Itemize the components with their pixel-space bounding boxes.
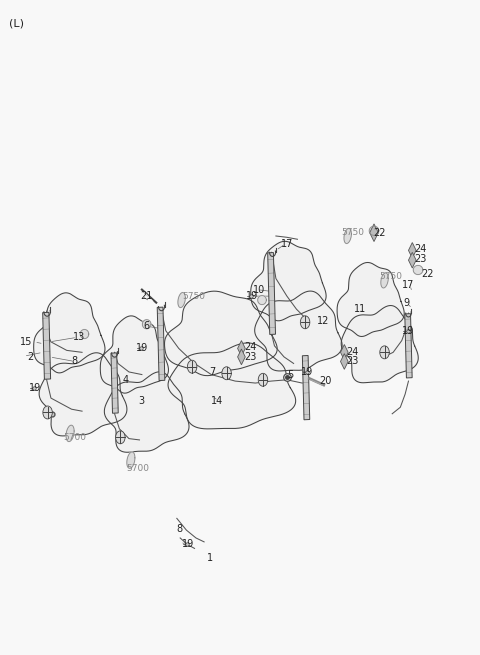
Text: 21: 21: [141, 291, 153, 301]
Polygon shape: [104, 372, 189, 452]
Text: 6: 6: [144, 321, 149, 331]
Polygon shape: [111, 353, 118, 413]
Polygon shape: [127, 452, 135, 468]
Text: 20: 20: [319, 376, 331, 386]
Polygon shape: [238, 341, 245, 356]
Text: 14: 14: [211, 396, 224, 405]
Text: 5750: 5750: [341, 228, 364, 237]
Text: 17: 17: [402, 280, 414, 290]
Polygon shape: [370, 224, 378, 242]
Polygon shape: [100, 316, 168, 393]
Polygon shape: [157, 307, 165, 381]
Text: 7: 7: [209, 367, 215, 377]
Polygon shape: [340, 345, 348, 360]
Text: 5700: 5700: [126, 464, 149, 472]
Text: 19: 19: [136, 343, 148, 354]
Circle shape: [300, 316, 310, 329]
Text: 3: 3: [139, 396, 144, 405]
Polygon shape: [381, 273, 388, 288]
Text: 5: 5: [287, 369, 293, 379]
Text: 23: 23: [415, 254, 427, 264]
Text: 19: 19: [301, 367, 313, 377]
Polygon shape: [405, 314, 412, 378]
Text: 4: 4: [123, 375, 129, 384]
Polygon shape: [178, 293, 185, 308]
Text: 8: 8: [72, 356, 78, 367]
Polygon shape: [408, 252, 416, 268]
Polygon shape: [258, 295, 266, 305]
Polygon shape: [344, 229, 351, 244]
Text: 24: 24: [244, 342, 256, 352]
Text: 19: 19: [28, 383, 41, 392]
Text: 5700: 5700: [63, 433, 86, 442]
Circle shape: [258, 373, 268, 386]
Polygon shape: [255, 291, 342, 371]
Text: 11: 11: [354, 304, 366, 314]
Polygon shape: [268, 253, 276, 335]
Circle shape: [43, 406, 52, 419]
Text: 5750: 5750: [182, 291, 205, 301]
Text: 19: 19: [402, 326, 414, 336]
Polygon shape: [34, 293, 105, 373]
Text: 12: 12: [317, 316, 329, 326]
Text: 17: 17: [281, 239, 293, 249]
Polygon shape: [143, 320, 151, 329]
Polygon shape: [337, 263, 404, 337]
Polygon shape: [408, 242, 416, 258]
Circle shape: [187, 360, 197, 373]
Text: 22: 22: [373, 228, 385, 238]
Polygon shape: [168, 343, 296, 429]
Polygon shape: [43, 312, 50, 379]
Polygon shape: [39, 353, 127, 436]
Text: 22: 22: [421, 269, 433, 279]
Polygon shape: [66, 425, 74, 441]
Text: 15: 15: [20, 337, 32, 347]
Polygon shape: [251, 241, 326, 321]
Polygon shape: [369, 226, 379, 235]
Polygon shape: [341, 305, 418, 383]
Text: 2: 2: [27, 352, 33, 362]
Text: 24: 24: [346, 347, 359, 358]
Text: 24: 24: [415, 244, 427, 254]
Polygon shape: [302, 356, 310, 420]
Text: 13: 13: [73, 332, 86, 343]
Circle shape: [222, 367, 231, 380]
Polygon shape: [238, 349, 245, 365]
Polygon shape: [165, 291, 277, 375]
Polygon shape: [340, 354, 348, 369]
Text: 19: 19: [181, 540, 194, 550]
Text: 9: 9: [404, 297, 410, 308]
Text: 1: 1: [206, 553, 213, 563]
Text: 5750: 5750: [379, 272, 402, 281]
Text: 8: 8: [177, 524, 183, 534]
Text: 19: 19: [246, 291, 258, 301]
Circle shape: [116, 431, 125, 444]
Polygon shape: [80, 329, 89, 339]
Polygon shape: [413, 265, 423, 274]
Text: 10: 10: [253, 284, 265, 295]
Text: 23: 23: [244, 352, 256, 362]
Text: 23: 23: [346, 356, 359, 367]
Text: (L): (L): [9, 19, 24, 29]
Circle shape: [380, 346, 389, 359]
